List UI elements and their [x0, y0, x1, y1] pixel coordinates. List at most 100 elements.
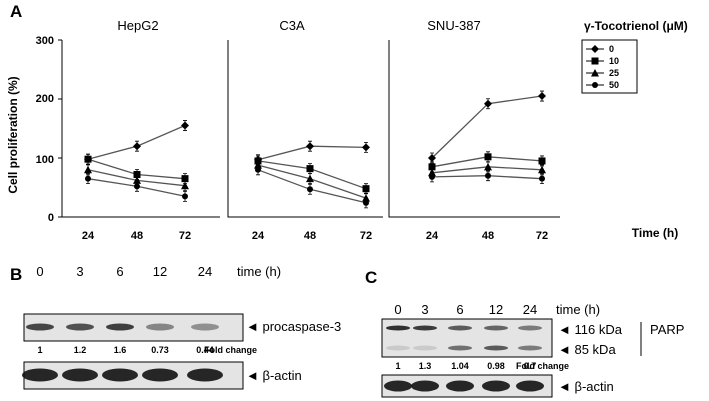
blot-band [448, 325, 472, 331]
blot-band [146, 323, 174, 331]
blot-c-85kda-label: ◄ 85 kDa [558, 342, 616, 357]
series-line [257, 145, 367, 161]
blot-band [413, 345, 437, 351]
data-point [181, 181, 189, 190]
lane-label: 3 [76, 264, 83, 279]
blot-band [384, 380, 412, 392]
data-point [134, 183, 140, 190]
chart-title-snu387: SNU-387 [427, 18, 480, 33]
blot-band [448, 345, 472, 351]
blot-band [102, 368, 138, 382]
x-tick-labels: 24 48 72 24 48 72 24 48 72 [82, 230, 548, 242]
blot-band [413, 325, 437, 331]
data-point [484, 162, 492, 171]
lane-label: 3 [421, 302, 428, 317]
blot-band [62, 368, 98, 382]
data-point [538, 157, 546, 165]
fold-value: 0.98 [487, 361, 505, 371]
blot-band [142, 368, 178, 382]
x-tick-label: 24 [82, 230, 95, 242]
chart-title-hepg2: HepG2 [117, 18, 158, 33]
y-axis-label: Cell proliferation (%) [6, 76, 20, 193]
axis-snu387 [388, 40, 560, 218]
blot-b-lane-labels: 0 3 6 12 24 [36, 264, 212, 279]
y-tick-labels: 300 200 100 0 [36, 35, 54, 224]
blot-b-actin-label: ◄ β-actin [246, 368, 302, 383]
fold-value: 1 [395, 361, 400, 371]
data-point [538, 165, 546, 174]
data-point [85, 175, 91, 182]
blot-c-actin-label: ◄ β-actin [558, 379, 614, 394]
x-tick-label: 24 [426, 230, 439, 242]
data-point [363, 199, 369, 206]
legend-marker [591, 45, 599, 53]
blot-c-time-label: time (h) [556, 302, 600, 317]
blot-c-116kda-label: ◄ 116 kDa [558, 322, 623, 337]
data-point [133, 176, 141, 184]
lane-label: 12 [489, 302, 503, 317]
y-tick-label: 200 [36, 93, 54, 105]
lane-label: 0 [394, 302, 401, 317]
blot-band [22, 368, 58, 382]
blot-c-lane-labels: 0 3 6 12 24 [394, 302, 537, 317]
axis-c3a [227, 40, 383, 218]
data-point [428, 154, 436, 162]
x-tick-label: 72 [360, 230, 372, 242]
chart-layer [84, 90, 546, 209]
legend-title: γ-Tocotrienol (μM) [584, 19, 688, 33]
fold-value: 0.7 [524, 361, 537, 371]
data-point [538, 92, 546, 101]
data-point [485, 172, 491, 179]
axis-hepg2 [61, 40, 220, 218]
series-line [257, 169, 367, 204]
data-point [133, 142, 141, 151]
data-point [133, 171, 141, 179]
data-point [181, 121, 189, 130]
fold-value: 0.44 [196, 345, 214, 355]
y-tick-label: 100 [36, 154, 54, 166]
data-point [428, 163, 436, 171]
y-tick-label: 300 [36, 35, 54, 47]
legend-label: 10 [609, 56, 619, 66]
blot-band [106, 323, 134, 331]
data-point [306, 142, 314, 151]
blot-band [386, 345, 410, 351]
legend-marker [591, 69, 599, 77]
fold-value: 1.04 [451, 361, 469, 371]
blot-band [66, 323, 94, 331]
blot-band [484, 325, 508, 331]
series-line [87, 124, 186, 160]
fold-value: 1.6 [114, 345, 127, 355]
data-point [84, 165, 92, 174]
data-point [539, 175, 545, 182]
panel-label-c: C [365, 268, 377, 287]
legend: 0 10 25 50 [586, 44, 619, 90]
data-point [306, 165, 314, 173]
x-tick-label: 48 [482, 230, 494, 242]
fold-value: 1.2 [74, 345, 87, 355]
data-point [484, 99, 492, 108]
blot-c-fold-label: Fold change [516, 361, 569, 371]
blot-band [518, 345, 542, 351]
lane-label: 6 [456, 302, 463, 317]
legend-marker [591, 57, 599, 65]
data-point [182, 193, 188, 200]
blot-band [516, 380, 544, 392]
x-tick-label: 48 [304, 230, 316, 242]
lane-label: 12 [153, 264, 167, 279]
blot-b-fold-label: Fold change [204, 345, 257, 355]
panel-label-a: A [10, 2, 22, 21]
axes [58, 39, 560, 218]
blot-c-parp-label: PARP [650, 322, 684, 337]
blot-band [446, 380, 474, 392]
legend-label: 50 [609, 80, 619, 90]
x-axis-label: Time (h) [632, 226, 678, 240]
blot-b-procaspase-label: ◄ procaspase-3 [246, 319, 341, 334]
x-tick-label: 48 [131, 230, 143, 242]
blot-band [411, 380, 439, 392]
data-point [307, 186, 313, 193]
blot-band [26, 323, 54, 331]
legend-label: 25 [609, 68, 619, 78]
lane-label: 24 [198, 264, 212, 279]
